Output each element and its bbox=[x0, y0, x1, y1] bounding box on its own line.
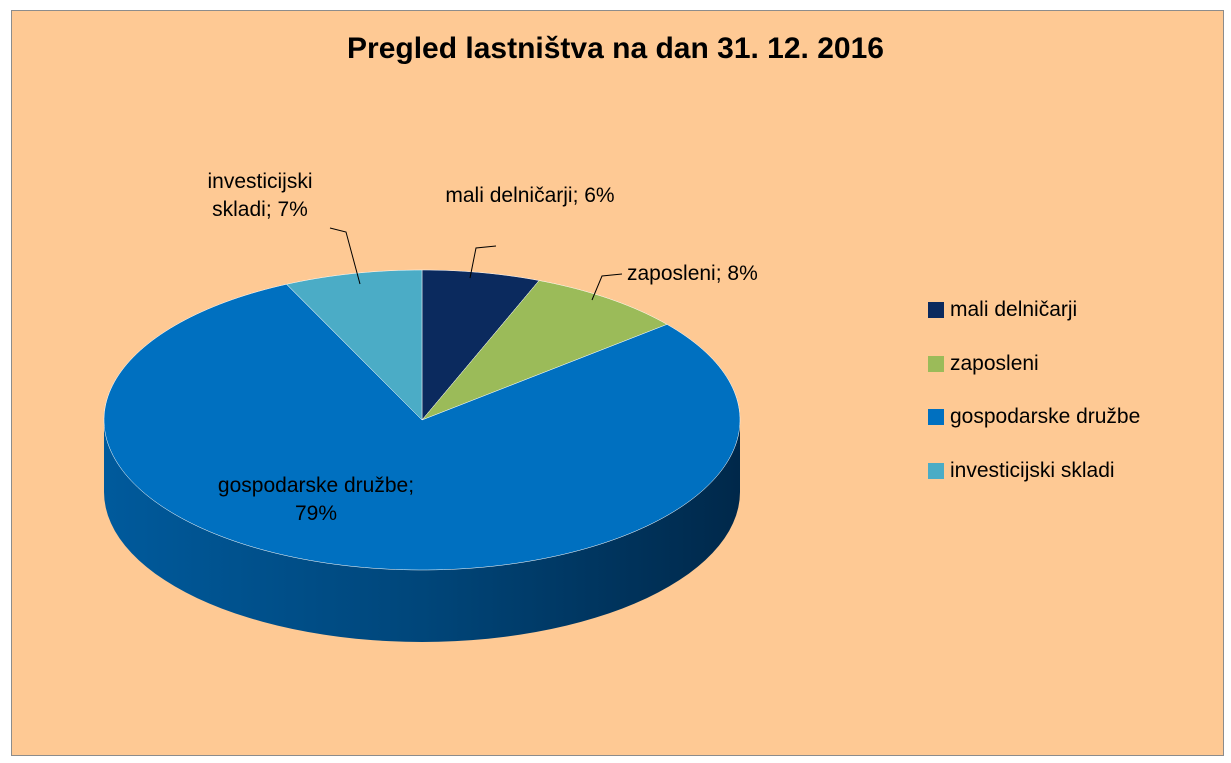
leader-line bbox=[469, 245, 497, 279]
slice bbox=[103, 284, 741, 571]
slice-side bbox=[104, 420, 740, 642]
slice bbox=[421, 280, 668, 421]
slice bbox=[286, 269, 423, 421]
slice bbox=[421, 269, 540, 421]
legend-item: investicijski skladi bbox=[928, 459, 1115, 483]
legend-item: zaposleni bbox=[928, 352, 1039, 376]
leader-lines bbox=[329, 227, 623, 301]
legend-label: zaposleni bbox=[950, 351, 1039, 375]
legend-item: mali delničarji bbox=[928, 298, 1077, 322]
data-label: gospodarske družbe; 79% bbox=[217, 474, 415, 525]
legend-label: investicijski skladi bbox=[950, 458, 1115, 482]
chart-title: Pregled lastništva na dan 31. 12. 2016 bbox=[347, 32, 884, 65]
legend-swatch bbox=[928, 409, 944, 425]
leader-line bbox=[329, 227, 361, 285]
data-label: mali delničarji; 6% bbox=[445, 184, 615, 207]
pie bbox=[103, 269, 741, 642]
legend-swatch bbox=[928, 302, 944, 318]
legend-label: mali delničarji bbox=[950, 298, 1078, 321]
legend-label: gospodarske družbe bbox=[950, 405, 1141, 428]
legend-item: gospodarske družbe bbox=[928, 405, 1140, 429]
data-label: investicijski skladi; 7% bbox=[207, 170, 313, 221]
legend-swatch bbox=[928, 355, 944, 372]
data-label: zaposleni; 8% bbox=[627, 262, 758, 285]
leader-line bbox=[591, 273, 623, 301]
legend-swatch bbox=[928, 462, 944, 479]
